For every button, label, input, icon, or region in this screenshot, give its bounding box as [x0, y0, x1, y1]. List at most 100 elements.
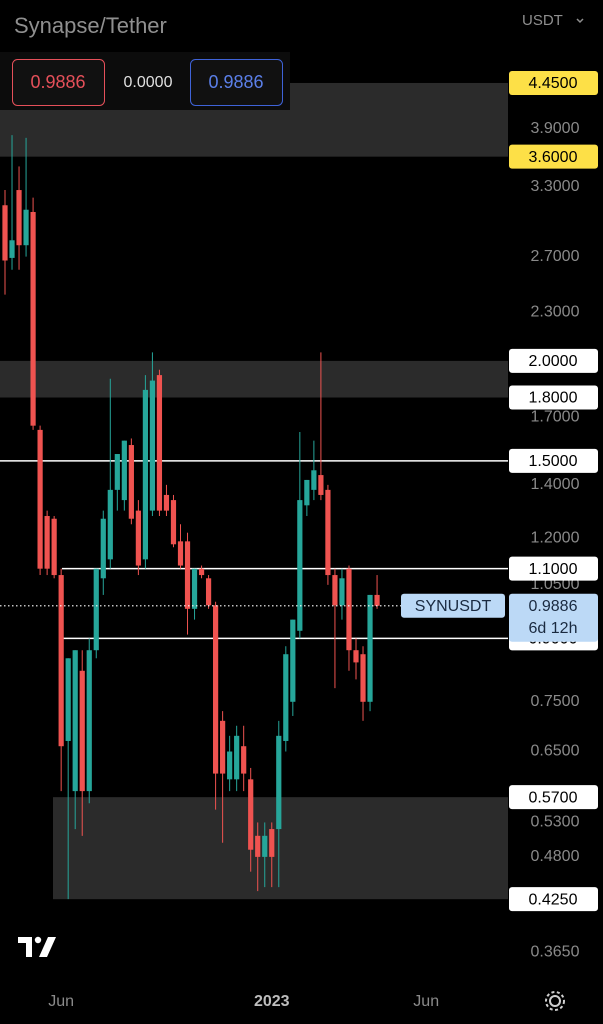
- y-tick-label: 3.3000: [531, 178, 580, 195]
- y-tick-label: 0.3650: [531, 943, 580, 960]
- last-price: 0.9886: [529, 598, 578, 615]
- candle-body: [107, 489, 113, 560]
- candle-body: [297, 500, 303, 631]
- candle-body: [184, 541, 191, 609]
- y-tick-label: 1.2000: [531, 530, 580, 547]
- candle-body: [93, 568, 99, 651]
- y-tick-label: 2.7000: [531, 248, 580, 265]
- y-tick-label: 0.6500: [531, 743, 580, 760]
- candle-body: [255, 835, 261, 857]
- candle-body: [79, 670, 85, 792]
- y-tick-label: 3.9000: [531, 120, 580, 137]
- price-marker-label: 2.0000: [529, 353, 578, 370]
- ask-box[interactable]: [190, 59, 283, 106]
- candle-body: [234, 735, 240, 780]
- candle-body: [2, 205, 8, 261]
- bid: 0.9886: [30, 72, 85, 92]
- candle-body: [367, 594, 373, 702]
- y-tick-label: 0.4800: [531, 848, 580, 865]
- candle-body: [86, 650, 92, 792]
- candle-body: [241, 746, 247, 774]
- tradingview-logo: [18, 936, 56, 957]
- candle-body: [170, 500, 177, 545]
- plot-area: 3.9000 3.3000 2.7000 2.3000 1.7000 1.4000 1.20…: [0, 70, 598, 1010]
- candle-body: [220, 720, 226, 774]
- candle-body: [100, 518, 106, 579]
- candle-body: [374, 594, 380, 606]
- candle-body: [44, 516, 50, 569]
- y-tick-label: 0.5300: [531, 814, 580, 831]
- candle-body: [65, 658, 71, 741]
- price-marker-label: 1.8000: [529, 390, 578, 407]
- candle-body: [114, 454, 120, 490]
- price-marker: [509, 348, 598, 373]
- ask: 0.9886: [208, 72, 263, 92]
- candle-body: [58, 575, 64, 747]
- candle-body: [353, 650, 359, 663]
- candle-body: [290, 619, 296, 702]
- candle-body: [51, 518, 57, 576]
- candle-body: [177, 541, 184, 566]
- currency-caret[interactable]: [576, 18, 584, 24]
- candle-body: [191, 568, 198, 609]
- candle-body: [121, 440, 127, 501]
- candle-body: [311, 470, 317, 490]
- last-price-box: [509, 593, 598, 642]
- candle-body: [149, 380, 156, 511]
- candle-body: [262, 835, 268, 857]
- candle-body: [213, 605, 219, 774]
- price-marker: [509, 785, 598, 810]
- countdown: 6d 12h: [529, 620, 578, 637]
- candle-body: [205, 578, 212, 606]
- price-marker: [509, 144, 598, 169]
- y-tick-label: 0.7500: [531, 693, 580, 710]
- candle-body: [163, 494, 170, 511]
- price-marker-label: 0.4250: [529, 891, 578, 908]
- candle-body: [9, 240, 15, 258]
- candle-body: [339, 578, 345, 606]
- y-tick-label: 1.7000: [531, 409, 580, 426]
- candle-body: [332, 575, 338, 606]
- price-marker: [509, 887, 598, 912]
- candle-body: [248, 779, 254, 850]
- candle-body: [72, 650, 78, 792]
- candle-body: [269, 829, 275, 857]
- price-marker-label: 1.1000: [529, 561, 578, 578]
- price-marker-label: 1.5000: [529, 453, 578, 470]
- candle-body: [16, 190, 22, 246]
- symbol: SYNUSDT: [415, 598, 492, 615]
- chart-title: Synapse/Tether: [14, 13, 167, 38]
- x-tick-label: 2023: [254, 993, 290, 1010]
- candle-body: [227, 751, 233, 780]
- price-marker: [509, 448, 598, 473]
- price-marker: [509, 70, 598, 95]
- candle-body: [128, 445, 134, 519]
- candle-body: [346, 568, 352, 651]
- price-marker: [509, 385, 598, 410]
- price-marker-label: 0.5700: [529, 789, 578, 806]
- currency[interactable]: USDT: [522, 12, 563, 29]
- candle-body: [142, 389, 148, 560]
- price-marker-label: 3.6000: [529, 149, 578, 166]
- bid-box[interactable]: [12, 59, 105, 106]
- y-tick-label: 2.3000: [531, 304, 580, 321]
- candle-body: [23, 209, 29, 246]
- candle-body: [135, 510, 141, 566]
- x-tick-label: Jun: [413, 993, 439, 1010]
- x-tick-label: Jun: [48, 993, 74, 1010]
- candle-body: [304, 479, 310, 506]
- candle-body: [37, 429, 43, 569]
- candle-body: [30, 211, 36, 426]
- zone: [0, 360, 508, 398]
- candle-body: [198, 568, 205, 576]
- settings-icon[interactable]: [545, 991, 565, 1011]
- candle-body: [276, 735, 282, 830]
- y-tick-label: 1.4000: [531, 476, 580, 493]
- price-marker-label: 4.4500: [529, 75, 578, 92]
- price-marker: [509, 556, 598, 581]
- candle-body: [283, 654, 289, 741]
- candle-body: [360, 654, 366, 702]
- candle-body: [318, 475, 324, 495]
